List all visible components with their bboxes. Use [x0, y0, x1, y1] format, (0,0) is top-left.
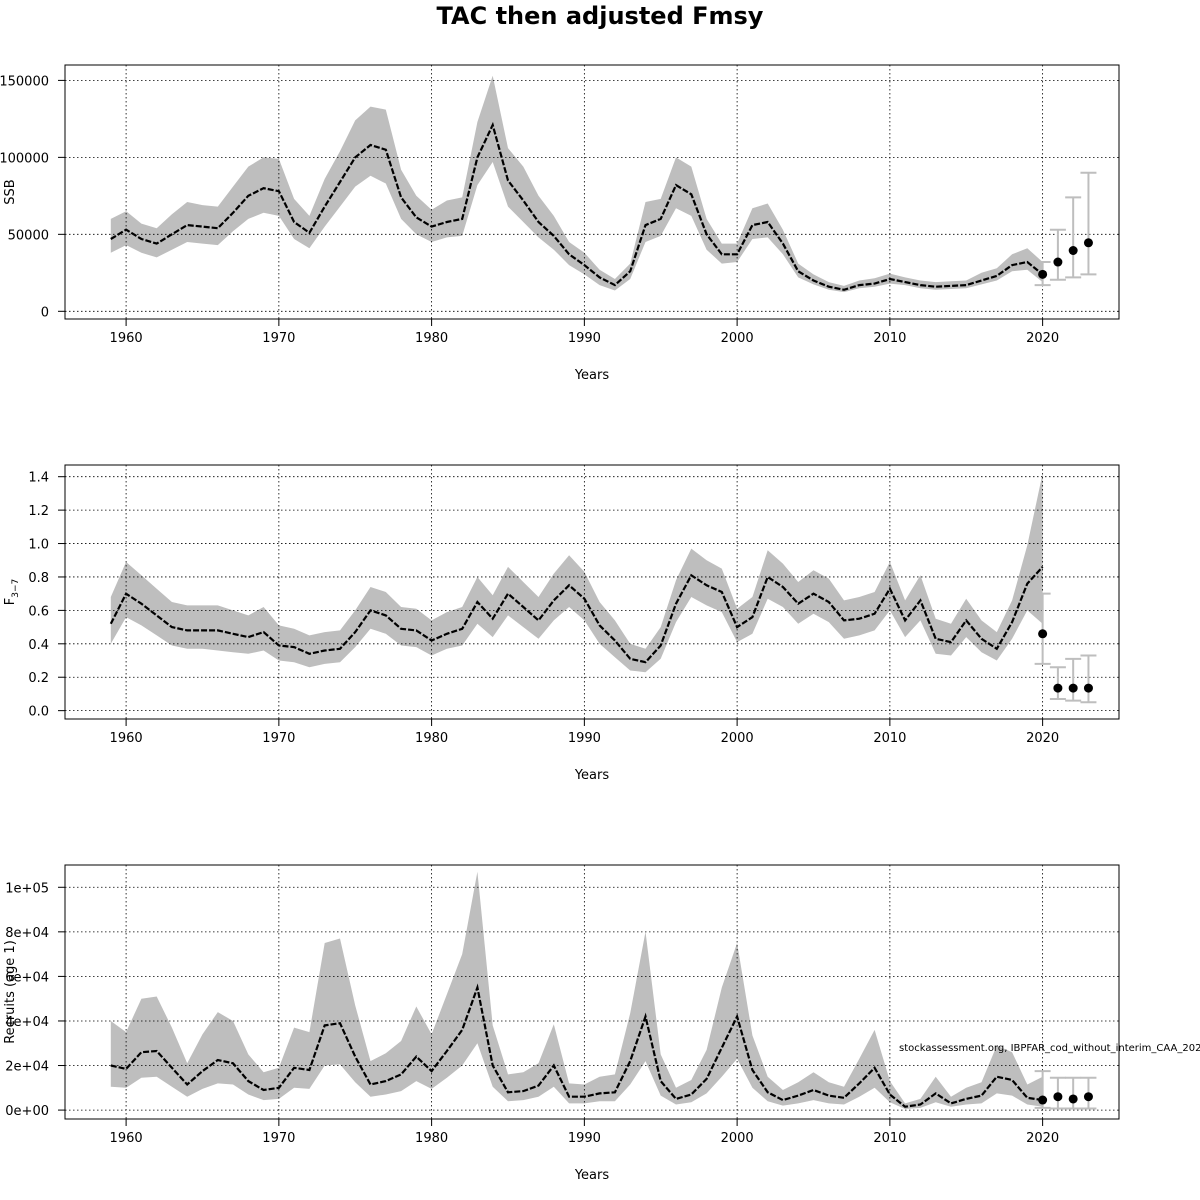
- fishing-mortality-panel: 1960 1970 1980 1990 2000 2010 2020 Years 0.0 0.2 0…: [3, 464, 1120, 783]
- x-tick-label: 2000: [721, 331, 754, 346]
- x-tick-label: 2010: [873, 731, 906, 746]
- forecast-point: [1068, 1094, 1078, 1104]
- y-tick-label: 4e+04: [5, 1015, 49, 1030]
- ssb-panel: 1960 1970 1980 1990 2000 2010 2020 Years 0 50000 1…: [0, 64, 1120, 383]
- forecast-point: [1053, 683, 1063, 693]
- forecast-point: [1068, 683, 1078, 693]
- forecast-point: [1038, 269, 1048, 279]
- y-tick-label: 50000: [8, 228, 49, 243]
- x-axis-label: Years: [574, 1168, 610, 1183]
- forecast-point: [1053, 257, 1063, 267]
- x-tick-label: 1970: [262, 1131, 295, 1146]
- x-tick-label: 1970: [262, 731, 295, 746]
- y-tick-label: 1.0: [28, 538, 49, 553]
- y-axis-label-subscript: 3−7: [11, 579, 21, 598]
- x-tick-label: 1970: [262, 331, 295, 346]
- y-tick-label: 0.0: [28, 705, 49, 720]
- x-tick-label: 2000: [721, 1131, 754, 1146]
- x-tick-label: 2010: [873, 1131, 906, 1146]
- y-tick-label: 1.2: [28, 504, 49, 519]
- x-tick-label: 1960: [110, 331, 143, 346]
- x-tick-label: 2020: [1026, 731, 1059, 746]
- estimate-line: [110, 983, 1043, 1108]
- x-tick-label: 2020: [1026, 1131, 1059, 1146]
- y-tick-label: 1e+05: [5, 881, 49, 896]
- x-tick-label: 1990: [568, 731, 601, 746]
- chart-title: TAC then adjusted Fmsy: [436, 2, 764, 30]
- forecast-point: [1083, 1092, 1093, 1102]
- forecast-point: [1068, 245, 1078, 255]
- y-tick-label: 0.6: [28, 604, 49, 619]
- x-tick-label: 1990: [568, 331, 601, 346]
- x-tick-label: 2020: [1026, 331, 1059, 346]
- forecast-point: [1038, 1095, 1048, 1105]
- x-tick-label: 2010: [873, 331, 906, 346]
- x-tick-label: 2000: [721, 731, 754, 746]
- x-tick-label: 1980: [415, 1131, 448, 1146]
- y-tick-label: 0.8: [28, 571, 49, 586]
- x-tick-label: 1990: [568, 1131, 601, 1146]
- x-tick-label: 1980: [415, 731, 448, 746]
- forecast-point: [1083, 683, 1093, 693]
- x-tick-label: 1960: [110, 731, 143, 746]
- y-axis-label: Recruits (age 1): [3, 940, 18, 1044]
- estimate-line: [109, 566, 1044, 664]
- y-axis-label-main: F: [3, 598, 18, 605]
- recruits-panel: 1960 1970 1980 1990 2000 2010 2020 Years 0e+00 2e…: [3, 864, 1120, 1183]
- y-tick-label: 1.4: [28, 471, 49, 486]
- confidence-band: [110, 473, 1043, 673]
- confidence-band: [110, 871, 1043, 1109]
- y-tick-label: 8e+04: [5, 926, 49, 941]
- y-axis-label: SSB: [3, 179, 18, 204]
- forecast-point: [1083, 238, 1093, 248]
- y-tick-label: 0.4: [28, 638, 49, 653]
- x-tick-label: 1960: [110, 1131, 143, 1146]
- confidence-band: [110, 75, 1043, 293]
- x-axis-label: Years: [574, 768, 610, 783]
- x-axis-label: Years: [574, 368, 610, 383]
- forecast-point: [1053, 1092, 1063, 1102]
- y-tick-label: 100000: [0, 151, 49, 166]
- y-tick-label: 150000: [0, 74, 49, 89]
- forecast-point: [1038, 629, 1048, 639]
- y-tick-label: 0: [41, 305, 49, 320]
- y-tick-label: 2e+04: [5, 1060, 49, 1075]
- y-tick-label: 0e+00: [5, 1104, 49, 1119]
- y-axis-label: F3−7: [3, 579, 21, 605]
- y-tick-label: 0.2: [28, 671, 49, 686]
- watermark-text: stockassessment.org, IBPFAR_cod_without_…: [899, 1043, 1200, 1054]
- y-tick-label: 6e+04: [5, 970, 49, 985]
- x-tick-label: 1980: [415, 331, 448, 346]
